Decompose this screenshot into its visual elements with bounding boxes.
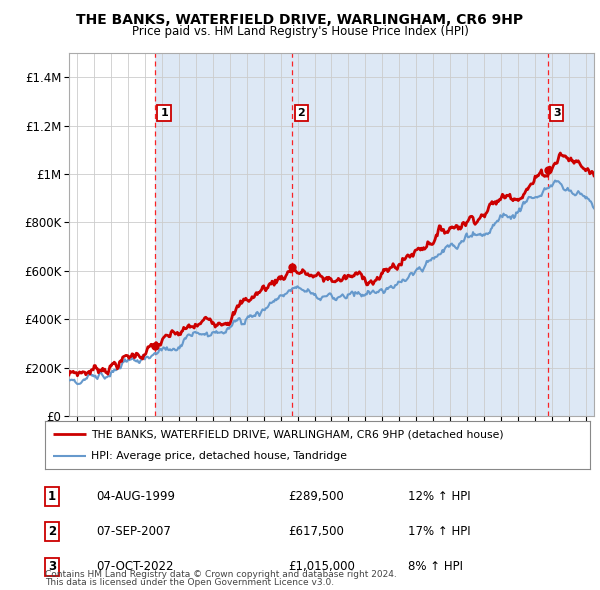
Text: Contains HM Land Registry data © Crown copyright and database right 2024.: Contains HM Land Registry data © Crown c… <box>45 571 397 579</box>
Text: £1,015,000: £1,015,000 <box>288 560 355 573</box>
Text: THE BANKS, WATERFIELD DRIVE, WARLINGHAM, CR6 9HP (detached house): THE BANKS, WATERFIELD DRIVE, WARLINGHAM,… <box>91 429 504 439</box>
Bar <box>292 53 548 416</box>
Text: 8% ↑ HPI: 8% ↑ HPI <box>408 560 463 573</box>
Text: 12% ↑ HPI: 12% ↑ HPI <box>408 490 470 503</box>
Text: £289,500: £289,500 <box>288 490 344 503</box>
Text: 17% ↑ HPI: 17% ↑ HPI <box>408 525 470 538</box>
Text: 04-AUG-1999: 04-AUG-1999 <box>96 490 175 503</box>
Text: Price paid vs. HM Land Registry's House Price Index (HPI): Price paid vs. HM Land Registry's House … <box>131 25 469 38</box>
Text: THE BANKS, WATERFIELD DRIVE, WARLINGHAM, CR6 9HP: THE BANKS, WATERFIELD DRIVE, WARLINGHAM,… <box>76 13 524 27</box>
Text: 2: 2 <box>48 525 56 538</box>
Bar <box>155 53 292 416</box>
Text: This data is licensed under the Open Government Licence v3.0.: This data is licensed under the Open Gov… <box>45 578 334 587</box>
Bar <box>548 53 594 416</box>
Text: 3: 3 <box>553 108 560 118</box>
Text: 07-SEP-2007: 07-SEP-2007 <box>96 525 171 538</box>
Text: 3: 3 <box>48 560 56 573</box>
Text: 2: 2 <box>298 108 305 118</box>
Text: £617,500: £617,500 <box>288 525 344 538</box>
Text: HPI: Average price, detached house, Tandridge: HPI: Average price, detached house, Tand… <box>91 451 347 461</box>
Text: 1: 1 <box>160 108 168 118</box>
Text: 07-OCT-2022: 07-OCT-2022 <box>96 560 173 573</box>
Text: 1: 1 <box>48 490 56 503</box>
